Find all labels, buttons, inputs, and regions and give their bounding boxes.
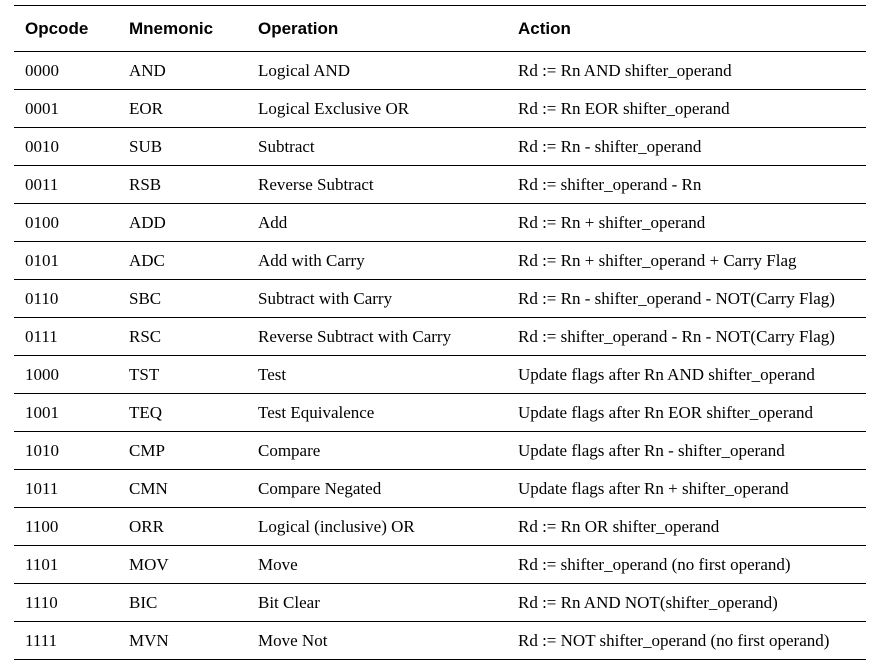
- table-header: Opcode Mnemonic Operation Action: [14, 5, 866, 52]
- cell-action: Update flags after Rn + shifter_operand: [518, 478, 789, 498]
- table-row: 0010 SUB Subtract Rd := Rn - shifter_operan…: [14, 128, 866, 166]
- cell-opcode: 1110: [25, 592, 58, 612]
- cell-opcode: 0000: [25, 60, 59, 80]
- opcode-table: Opcode Mnemonic Operation Action 0000 AND…: [14, 5, 866, 660]
- table-row: 1001 TEQ Test Equivalence Update flags afte…: [14, 394, 866, 432]
- cell-action: Rd := Rn - shifter_operand: [518, 136, 702, 156]
- cell-action: Rd := Rn EOR shifter_operand: [518, 98, 730, 118]
- cell-operation: Bit Clear: [258, 592, 320, 612]
- cell-opcode: 0011: [25, 174, 59, 194]
- cell-mnemonic: SBC: [129, 288, 162, 308]
- cell-opcode: 0101: [25, 250, 59, 270]
- cell-mnemonic: EOR: [129, 98, 163, 118]
- cell-operation: Move: [258, 554, 298, 574]
- table-row: 0100 ADD Add Rd := Rn + shifter_operand: [14, 204, 866, 242]
- cell-opcode: 1011: [25, 478, 59, 498]
- cell-action: Rd := Rn + shifter_operand + Carry Flag: [518, 250, 797, 270]
- cell-action: Rd := Rn AND NOT(shifter_operand): [518, 592, 778, 612]
- header-row: Opcode Mnemonic Operation Action: [14, 5, 866, 52]
- cell-operation: Subtract with Carry: [258, 288, 393, 308]
- opcode-table-container: Opcode Mnemonic Operation Action 0000 AND…: [14, 5, 866, 660]
- cell-action: Rd := Rn + shifter_operand: [518, 212, 706, 232]
- cell-action: Rd := Rn AND shifter_operand: [518, 60, 732, 80]
- cell-opcode: 1100: [25, 516, 59, 536]
- cell-operation: Logical Exclusive OR: [258, 98, 410, 118]
- cell-opcode: 1001: [25, 402, 59, 422]
- table-row: 1101 MOV Move Rd := shifter_operand (no fir…: [14, 546, 866, 584]
- cell-action: Rd := shifter_operand - Rn - NOT(Carry F…: [518, 326, 835, 346]
- table-row: 1110 BIC Bit Clear Rd := Rn AND NOT(shifter…: [14, 584, 866, 622]
- cell-action: Update flags after Rn EOR shifter_operan…: [518, 402, 814, 422]
- table-row: 0101 ADC Add with Carry Rd := Rn + shifter_…: [14, 242, 866, 280]
- table-row: 0011 RSB Reverse Subtract Rd := shifter_ope…: [14, 166, 866, 204]
- cell-mnemonic: ADC: [129, 250, 165, 270]
- cell-operation: Reverse Subtract: [258, 174, 374, 194]
- table-row: 1011 CMN Compare Negated Update flags after…: [14, 470, 866, 508]
- cell-operation: Add with Carry: [258, 250, 365, 270]
- table-row: 1010 CMP Compare Update flags after Rn - sh…: [14, 432, 866, 470]
- table-row: 0000 AND Logical AND Rd := Rn AND shifter_o…: [14, 52, 866, 90]
- cell-operation: Test: [258, 364, 287, 384]
- cell-mnemonic: MOV: [129, 554, 169, 574]
- cell-action: Rd := shifter_operand (no first operand): [518, 554, 791, 574]
- cell-opcode: 0110: [25, 288, 59, 308]
- cell-action: Rd := NOT shifter_operand (no first oper…: [518, 630, 830, 650]
- cell-mnemonic: MVN: [129, 630, 169, 650]
- cell-mnemonic: CMP: [129, 440, 165, 460]
- cell-mnemonic: ADD: [129, 212, 166, 232]
- cell-operation: Logical (inclusive) OR: [258, 516, 415, 536]
- table-row: 1111 MVN Move Not Rd := NOT shifter_operand…: [14, 622, 866, 660]
- cell-action: Update flags after Rn AND shifter_operan…: [518, 364, 815, 384]
- table-row: 0111 RSC Reverse Subtract with Carry Rd := …: [14, 318, 866, 356]
- table-body: 0000 AND Logical AND Rd := Rn AND shifter_o…: [14, 52, 866, 660]
- cell-operation: Subtract: [258, 136, 315, 156]
- cell-opcode: 0111: [25, 326, 58, 346]
- cell-operation: Compare: [258, 440, 321, 460]
- table-row: 0001 EOR Logical Exclusive OR Rd := Rn EOR …: [14, 90, 866, 128]
- cell-action: Update flags after Rn - shifter_operand: [518, 440, 785, 460]
- table-row: 0110 SBC Subtract with Carry Rd := Rn - shi…: [14, 280, 866, 318]
- cell-mnemonic: AND: [129, 60, 166, 80]
- cell-mnemonic: RSB: [129, 174, 162, 194]
- cell-operation: Add: [258, 212, 288, 232]
- cell-opcode: 1101: [25, 554, 59, 574]
- cell-opcode: 1010: [25, 440, 59, 460]
- cell-operation: Move Not: [258, 630, 328, 650]
- cell-mnemonic: BIC: [129, 592, 158, 612]
- cell-mnemonic: CMN: [129, 478, 168, 498]
- header-opcode: Opcode: [25, 18, 89, 38]
- cell-opcode: 1111: [25, 630, 58, 650]
- cell-operation: Compare Negated: [258, 478, 382, 498]
- cell-action: Rd := shifter_operand - Rn: [518, 174, 702, 194]
- table-row: 1100 ORR Logical (inclusive) OR Rd := Rn OR…: [14, 508, 866, 546]
- cell-mnemonic: ORR: [129, 516, 164, 536]
- header-mnemonic: Mnemonic: [129, 18, 214, 38]
- header-operation: Operation: [258, 18, 339, 38]
- cell-mnemonic: TST: [129, 364, 160, 384]
- cell-action: Rd := Rn - shifter_operand - NOT(Carry F…: [518, 288, 835, 308]
- cell-operation: Test Equivalence: [258, 402, 375, 422]
- cell-mnemonic: RSC: [129, 326, 162, 346]
- table-row: 1000 TST Test Update flags after Rn AND shi…: [14, 356, 866, 394]
- cell-mnemonic: SUB: [129, 136, 163, 156]
- cell-opcode: 0100: [25, 212, 59, 232]
- cell-operation: Logical AND: [258, 60, 351, 80]
- cell-opcode: 1000: [25, 364, 59, 384]
- cell-mnemonic: TEQ: [129, 402, 163, 422]
- cell-operation: Reverse Subtract with Carry: [258, 326, 452, 346]
- header-action: Action: [518, 18, 571, 38]
- cell-opcode: 0010: [25, 136, 59, 156]
- cell-opcode: 0001: [25, 98, 59, 118]
- cell-action: Rd := Rn OR shifter_operand: [518, 516, 720, 536]
